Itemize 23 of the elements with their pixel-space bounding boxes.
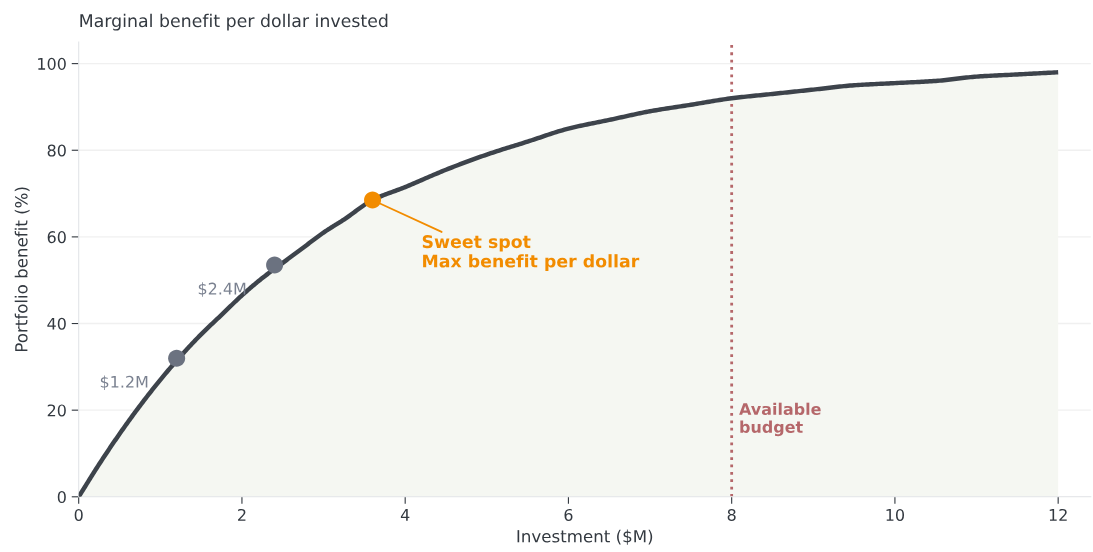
x-tick-label: 0 [74,508,83,521]
x-tick-label: 2 [238,508,246,521]
annotation: Sweet spot Max benefit per dollar [422,235,640,271]
ref-line-label: Available budget [739,402,821,437]
x-tick-label: 8 [727,508,736,521]
annotation: $2.4M [198,282,246,297]
y-tick-label: 80 [47,144,66,157]
point [364,191,382,209]
x-tick-label: 6 [564,508,573,521]
annotation: $1.2M [100,375,148,390]
chart-title: Marginal benefit per dollar invested [80,13,388,31]
x-axis-title: Investment ($M) [517,529,653,545]
point [168,349,186,367]
y-axis-title: Portfolio benefit (%) [14,187,30,352]
y-tick-label: 60 [47,231,66,244]
y-tick-label: 40 [47,317,66,330]
y-tick-label: 20 [47,404,66,417]
y-tick-label: 0 [57,491,66,504]
x-tick-label: 12 [1049,508,1067,521]
point [266,256,284,274]
x-tick-label: 10 [886,508,905,521]
y-tick-label: 100 [38,57,66,70]
x-tick-label: 4 [400,509,410,521]
